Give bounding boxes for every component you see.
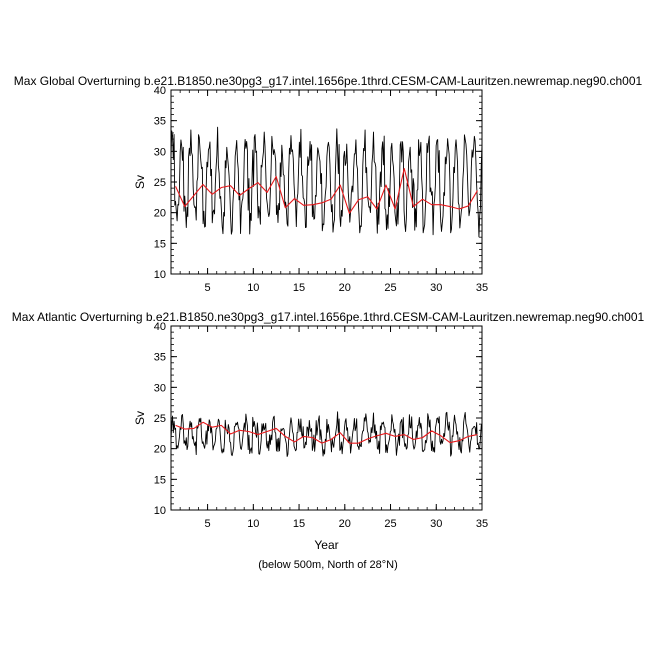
- y-tick-label: 10: [154, 269, 166, 281]
- y-tick-label: 10: [154, 505, 166, 517]
- series-line-annual-mean: [175, 421, 478, 444]
- x-tick-label: 20: [339, 518, 351, 530]
- y-tick-label: 35: [154, 116, 166, 128]
- x-axis-label: Year: [314, 538, 338, 552]
- x-tick-label: 30: [430, 518, 442, 530]
- x-tick-label: 15: [293, 518, 305, 530]
- series-line-annual-mean: [175, 167, 478, 214]
- x-tick-label: 20: [339, 282, 351, 294]
- y-tick-label: 25: [154, 413, 166, 425]
- chart-title: Max Atlantic Overturning b.e21.B1850.ne3…: [12, 310, 645, 324]
- x-tick-label: 35: [476, 282, 488, 294]
- y-tick-label: 40: [154, 85, 166, 97]
- y-tick-label: 15: [154, 474, 166, 486]
- series-line-monthly: [170, 411, 483, 457]
- y-axis-label: Sv: [133, 411, 147, 425]
- y-tick-label: 35: [154, 352, 166, 364]
- chart-title: Max Global Overturning b.e21.B1850.ne30p…: [14, 74, 643, 88]
- y-tick-label: 15: [154, 238, 166, 250]
- y-tick-label: 40: [154, 321, 166, 333]
- y-tick-label: 30: [154, 382, 166, 394]
- x-tick-label: 25: [384, 518, 396, 530]
- series-line-monthly: [170, 126, 483, 238]
- x-tick-label: 15: [293, 282, 305, 294]
- y-tick-label: 20: [154, 444, 166, 456]
- x-tick-label: 10: [247, 282, 259, 294]
- plot-frame: [170, 325, 483, 511]
- y-tick-label: 30: [154, 146, 166, 158]
- x-tick-label: 10: [247, 518, 259, 530]
- x-tick-label: 35: [476, 518, 488, 530]
- footnote: (below 500m, North of 28°N): [258, 559, 398, 571]
- x-tick-label: 5: [205, 518, 211, 530]
- y-tick-label: 25: [154, 177, 166, 189]
- y-axis-label: Sv: [133, 175, 147, 189]
- x-tick-label: 30: [430, 282, 442, 294]
- x-tick-label: 25: [384, 282, 396, 294]
- x-tick-label: 5: [205, 282, 211, 294]
- y-tick-label: 20: [154, 208, 166, 220]
